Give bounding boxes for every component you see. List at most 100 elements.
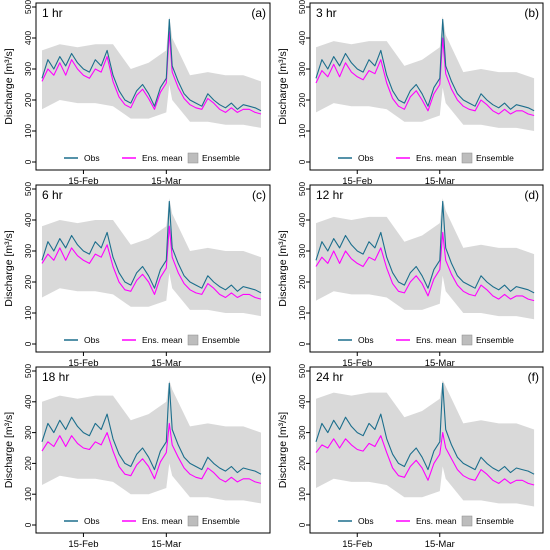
legend-ensemble-swatch (187, 515, 199, 527)
legend-mean-label: Ens. mean (142, 153, 183, 163)
obs-line (315, 18, 535, 112)
y-axis-label: Discharge [m³/s] (277, 48, 289, 125)
y-tick-label: 0 (23, 159, 33, 164)
y-axis-label: Discharge [m³/s] (3, 230, 15, 307)
y-axis-label: Discharge [m³/s] (277, 412, 289, 489)
y-tick-label: 200 (297, 93, 307, 107)
y-axis-label: Discharge [m³/s] (277, 230, 289, 307)
panel-e: 0 100 200 300 400 500 Discharge [m³/s] 15-Feb 15… (3, 364, 271, 550)
legend-obs-label: Obs (84, 335, 100, 345)
plot-frame (309, 366, 544, 534)
legend-ensemble-swatch (461, 334, 473, 346)
legend-ensemble-label: Ensemble (202, 335, 240, 345)
y-tick-label: 500 (23, 0, 33, 14)
obs-line (41, 200, 262, 294)
x-tick-label: 15-Mar (425, 358, 455, 369)
panel-d: 0 100 200 300 400 500 Discharge [m³/s] 15-Feb 15… (277, 182, 544, 369)
ens-mean-line (41, 422, 262, 484)
ens-mean-line (315, 37, 535, 117)
y-tick-label: 300 (23, 425, 33, 439)
legend-ensemble-label: Ensemble (202, 516, 240, 526)
y-tick-label: 100 (23, 487, 33, 501)
y-tick-label: 300 (23, 62, 33, 76)
y-tick-label: 200 (297, 456, 307, 470)
y-tick-label: 0 (297, 341, 307, 346)
y-tick-label: 100 (297, 487, 307, 501)
obs-line (41, 382, 262, 475)
ens-mean-line (41, 31, 262, 115)
y-tick-label: 200 (297, 275, 307, 289)
legend-mean-label: Ens. mean (142, 516, 183, 526)
y-tick-label: 0 (297, 159, 307, 164)
legend-obs-label: Obs (358, 153, 374, 163)
x-tick-label: 15-Feb (342, 176, 372, 187)
y-tick-label: 200 (23, 275, 33, 289)
ens-mean-line (315, 231, 535, 302)
ensemble-band (42, 198, 261, 317)
legend-ensemble-label: Ensemble (476, 335, 514, 345)
panel-label: (c) (252, 188, 266, 202)
plot-frame (35, 366, 271, 534)
y-tick-label: 100 (297, 306, 307, 320)
panel-title: 24 hr (316, 370, 343, 384)
y-tick-label: 400 (297, 213, 307, 227)
y-tick-label: 500 (297, 0, 307, 14)
legend-mean-label: Ens. mean (416, 516, 457, 526)
legend-ensemble-swatch (461, 152, 473, 164)
obs-line (315, 382, 535, 475)
legend-ensemble-label: Ensemble (476, 153, 514, 163)
ensemble-band (316, 198, 535, 320)
y-axis-label: Discharge [m³/s] (3, 48, 15, 125)
legend-mean-label: Ens. mean (142, 335, 183, 345)
legend-obs-label: Obs (84, 153, 100, 163)
y-tick-label: 100 (23, 124, 33, 138)
panel-label: (d) (524, 188, 539, 202)
panel-title: 6 hr (42, 188, 63, 202)
panel-title: 3 hr (316, 6, 337, 20)
y-tick-label: 200 (23, 93, 33, 107)
legend-ensemble-swatch (187, 334, 199, 346)
legend-obs-label: Obs (358, 516, 374, 526)
plot-frame (35, 184, 271, 353)
ensemble-band (42, 16, 261, 128)
ensemble-band (316, 16, 535, 131)
y-tick-label: 500 (297, 182, 307, 196)
y-tick-label: 200 (23, 456, 33, 470)
x-tick-label: 15-Mar (151, 358, 181, 369)
y-tick-label: 400 (297, 394, 307, 408)
panel-label: (f) (528, 370, 539, 384)
panel-title: 18 hr (42, 370, 69, 384)
obs-line (315, 200, 535, 294)
y-tick-label: 0 (297, 522, 307, 527)
obs-line (41, 18, 262, 112)
y-tick-label: 0 (23, 341, 33, 346)
panel-f: 0 100 200 300 400 500 Discharge [m³/s] 15-Feb 15… (277, 364, 544, 550)
legend-ensemble-label: Ensemble (476, 516, 514, 526)
y-tick-label: 400 (23, 31, 33, 45)
y-tick-label: 300 (23, 244, 33, 258)
plot-frame (309, 184, 544, 353)
panel-label: (a) (251, 6, 266, 20)
ensemble-band (42, 380, 261, 504)
y-axis-label: Discharge [m³/s] (3, 412, 15, 489)
x-tick-label: 15-Mar (425, 176, 455, 187)
panel-b: 0 100 200 300 400 500 Discharge [m³/s] 15-Feb 15… (277, 0, 544, 187)
ens-mean-line (315, 432, 535, 486)
y-tick-label: 100 (297, 124, 307, 138)
x-tick-label: 15-Feb (68, 539, 98, 550)
ensemble-band (316, 380, 535, 507)
x-tick-label: 15-Mar (425, 539, 455, 550)
panel-c: 0 100 200 300 400 500 Discharge [m³/s] 15-Feb 15… (3, 182, 271, 369)
plot-frame (35, 2, 271, 171)
x-tick-label: 15-Feb (68, 358, 98, 369)
panel-a: 0 100 200 300 400 500 Discharge [m³/s] 15-Feb 15… (3, 0, 271, 187)
legend-ensemble-swatch (461, 515, 473, 527)
legend-obs-label: Obs (84, 516, 100, 526)
x-tick-label: 15-Feb (68, 176, 98, 187)
x-tick-label: 15-Mar (151, 176, 181, 187)
y-tick-label: 500 (23, 182, 33, 196)
y-tick-label: 400 (297, 31, 307, 45)
legend-mean-label: Ens. mean (416, 153, 457, 163)
y-tick-label: 400 (23, 213, 33, 227)
